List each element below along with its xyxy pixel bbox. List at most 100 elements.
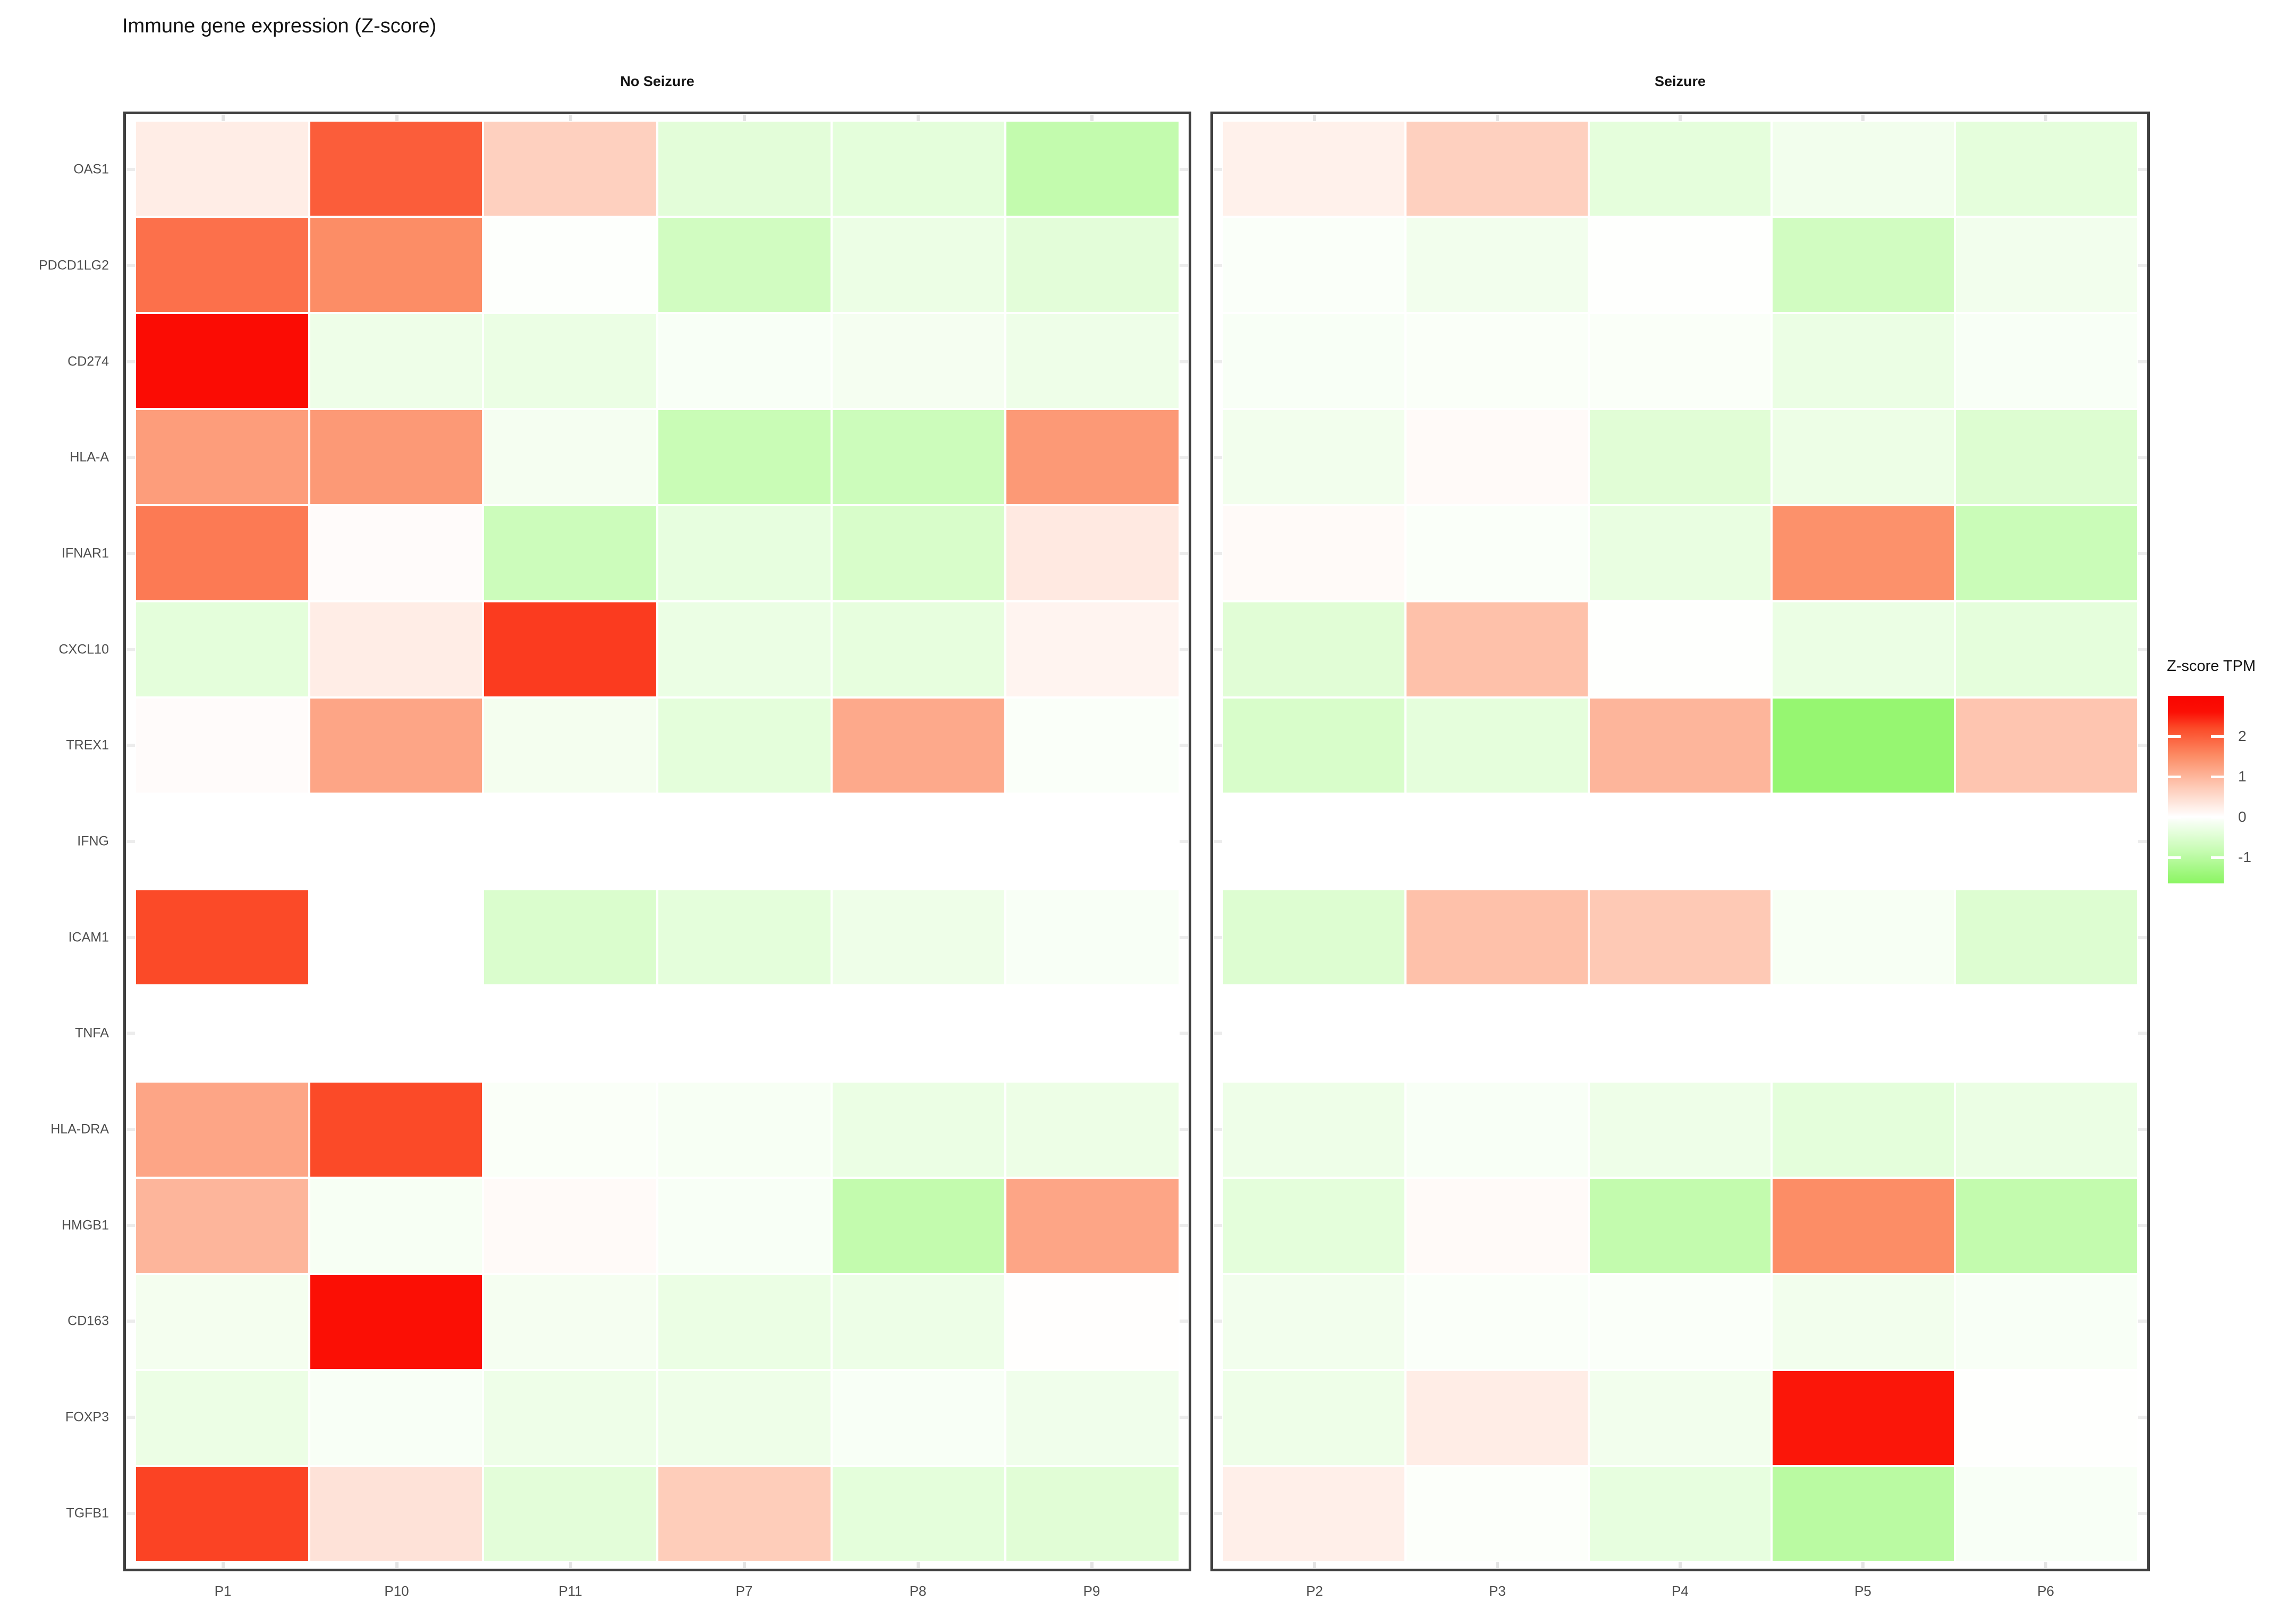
column-tick	[2044, 115, 2047, 121]
heatmap-cell	[1223, 1371, 1404, 1466]
row-tick	[1214, 456, 1222, 459]
heatmap-cell	[1223, 1179, 1404, 1273]
heatmap-cell	[484, 1275, 656, 1369]
column-tick	[395, 115, 399, 121]
heatmap-cell	[136, 122, 308, 216]
heatmap-cell	[310, 794, 482, 889]
row-tick	[126, 1416, 135, 1419]
x-axis-label: P5	[1854, 1583, 1871, 1599]
column-tick	[1679, 1562, 1682, 1568]
gene-label: HLA-DRA	[50, 1121, 109, 1137]
heatmap-cell	[1773, 217, 1954, 312]
row-tick	[126, 1032, 135, 1035]
heatmap-cell	[310, 890, 482, 985]
heatmap-cell	[832, 602, 1005, 696]
heatmap-cell	[1223, 313, 1404, 408]
heatmap-cell	[136, 1179, 308, 1273]
heatmap-cell	[136, 217, 308, 312]
heatmap-cell	[1589, 122, 1771, 216]
heatmap-cell	[136, 506, 308, 600]
heatmap-cell	[136, 698, 308, 793]
x-axis-label: P11	[558, 1583, 582, 1599]
heatmap-cell	[310, 698, 482, 793]
row-tick	[126, 935, 135, 939]
gene-label: PDCD1LG2	[39, 258, 109, 273]
heatmap-cell	[136, 1467, 308, 1561]
heatmap-cell	[1406, 1179, 1588, 1273]
heatmap-panel-no-seizure	[123, 112, 1191, 1571]
heatmap-cell	[1006, 794, 1179, 889]
heatmap-cell	[1956, 410, 2137, 504]
y-axis-gene-labels: OAS1 PDCD1LG2 CD274 HLA-A IFNAR1 CXCL10 TREX1 I…	[0, 112, 109, 1571]
heatmap-cell	[310, 1467, 482, 1561]
heatmap-cell	[136, 313, 308, 408]
x-axis-label: P2	[1306, 1583, 1323, 1599]
legend-tick-dash	[2168, 815, 2181, 819]
heatmap-cell	[1223, 1467, 1404, 1561]
heatmap-cell	[658, 1275, 831, 1369]
row-tick	[2138, 1320, 2147, 1323]
heatmap-cell	[1589, 506, 1771, 600]
heatmap-cell	[1223, 986, 1404, 1081]
legend-tick-label: 2	[2238, 727, 2247, 744]
gene-label: FOXP3	[65, 1409, 109, 1425]
row-tick	[126, 456, 135, 459]
row-tick	[126, 840, 135, 843]
heatmap-cell	[1956, 698, 2137, 793]
gene-label: CD274	[67, 354, 109, 369]
heatmap-cell	[484, 122, 656, 216]
heatmap-cell	[832, 1179, 1005, 1273]
row-tick	[1214, 1320, 1222, 1323]
heatmap-cell	[1406, 313, 1588, 408]
heatmap-cell	[310, 1275, 482, 1369]
heatmap-cell	[136, 1275, 308, 1369]
heatmap-cell	[1956, 1083, 2137, 1177]
column-tick	[1313, 1562, 1316, 1568]
row-tick	[1214, 552, 1222, 555]
heatmap-cell	[1006, 602, 1179, 696]
row-tick	[1214, 1128, 1222, 1131]
heatmap-cell	[1773, 794, 1954, 889]
heatmap-cell	[1006, 313, 1179, 408]
column-tick	[1496, 115, 1499, 121]
row-tick	[126, 552, 135, 555]
row-tick	[1180, 840, 1188, 843]
column-tick	[395, 1562, 399, 1568]
heatmap-cell	[658, 217, 831, 312]
row-tick	[1214, 1223, 1222, 1227]
heatmap-cell	[1223, 217, 1404, 312]
legend-tick-dash	[2168, 735, 2181, 738]
column-tick	[916, 115, 920, 121]
x-axis-label: P7	[735, 1583, 753, 1599]
heatmap-cell	[310, 313, 482, 408]
heatmap-cell	[1223, 794, 1404, 889]
heatmap-cell	[1406, 890, 1588, 985]
heatmap-cell	[1956, 1179, 2137, 1273]
row-tick	[126, 168, 135, 172]
row-tick	[1214, 840, 1222, 843]
row-tick	[1214, 744, 1222, 747]
legend-tick-dash	[2211, 735, 2224, 738]
row-tick	[1180, 744, 1188, 747]
row-tick	[2138, 935, 2147, 939]
heatmap-cell	[658, 506, 831, 600]
heatmap-cell	[1773, 986, 1954, 1081]
column-tick	[569, 1562, 572, 1568]
heatmap-grid	[1223, 122, 2137, 1561]
row-tick	[1214, 1032, 1222, 1035]
heatmap-cell	[1589, 410, 1771, 504]
heatmap-cell	[1956, 794, 2137, 889]
heatmap-panel-seizure	[1210, 112, 2150, 1571]
heatmap-cell	[1006, 890, 1179, 985]
heatmap-cell	[1589, 1179, 1771, 1273]
heatmap-cell	[1773, 1179, 1954, 1273]
heatmap-cell	[484, 217, 656, 312]
row-tick	[2138, 1223, 2147, 1227]
row-tick	[2138, 840, 2147, 843]
heatmap-cell	[484, 313, 656, 408]
heatmap-cell	[832, 313, 1005, 408]
heatmap-cell	[484, 1083, 656, 1177]
heatmap-cell	[1223, 1083, 1404, 1177]
row-tick	[126, 1320, 135, 1323]
row-tick	[126, 1223, 135, 1227]
